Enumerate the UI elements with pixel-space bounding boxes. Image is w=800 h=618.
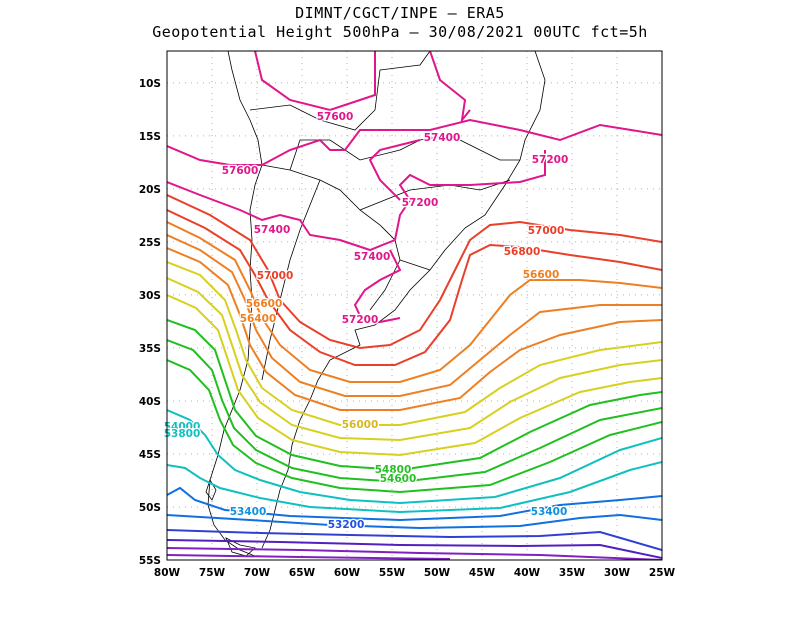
contour-label: 57600: [317, 111, 354, 123]
contour-label: 57000: [528, 225, 565, 237]
contour-labels: 57600 57600 57400 57200 57200 57400 57400 57200…: [162, 110, 569, 533]
border-line: [261, 179, 321, 381]
contour-line: [167, 221, 662, 383]
contour-line: [167, 513, 662, 530]
x-tick-label: 25W: [649, 567, 676, 579]
y-axis-ticks: 10S 15S 20S 25S 30S 35S 40S 45S 50S 55S: [139, 78, 161, 567]
contour-line: [167, 194, 662, 350]
contour-label: 57200: [402, 197, 439, 209]
y-tick-label: 35S: [139, 343, 161, 355]
title-line-1: DIMNT/CGCT/INPE – ERA5: [295, 4, 505, 22]
contour-line: [167, 150, 546, 252]
contour-line: [167, 554, 451, 560]
contour-label: 56800: [504, 246, 541, 258]
y-tick-label: 45S: [139, 449, 161, 461]
border-line: [249, 51, 431, 131]
x-tick-label: 50W: [424, 567, 451, 579]
contour-line: [254, 51, 376, 112]
contour-line: [167, 294, 662, 457]
contour-line: [167, 209, 662, 366]
contour-line: [167, 234, 662, 397]
contour-line: [167, 118, 662, 166]
x-tick-label: 60W: [334, 567, 361, 579]
contour-lines: [167, 51, 662, 560]
y-tick-label: 10S: [139, 78, 161, 90]
border-line: [399, 259, 431, 271]
contour-label: 57000: [257, 270, 294, 282]
x-tick-label: 75W: [199, 567, 226, 579]
contour-label: 57200: [342, 314, 379, 326]
contour-line: [167, 261, 662, 426]
coastlines: [205, 51, 546, 557]
contour-label: 57400: [254, 224, 291, 236]
island: [205, 479, 217, 501]
contour-label: 57400: [354, 251, 391, 263]
contour-line: [167, 486, 662, 522]
y-tick-label: 30S: [139, 290, 161, 302]
x-tick-label: 65W: [289, 567, 316, 579]
contour-label: 57600: [222, 165, 259, 177]
contour-label: 56400: [240, 313, 277, 325]
contour-label: 53800: [164, 428, 201, 440]
y-tick-label: 50S: [139, 502, 161, 514]
x-axis-ticks: 80W 75W 70W 65W 60W 55W 50W 45W 40W 35W 30W 25W: [154, 567, 676, 579]
contour-line: [429, 51, 471, 124]
contour-label: 56600: [246, 298, 283, 310]
x-tick-label: 45W: [469, 567, 496, 579]
contour-label: 53200: [328, 519, 365, 531]
contour-label: 57400: [424, 132, 461, 144]
contour-line: [167, 409, 662, 505]
contour-label: 54800: [375, 464, 412, 476]
contour-line: [167, 539, 662, 559]
x-tick-label: 30W: [604, 567, 631, 579]
contour-line: [167, 247, 662, 411]
contour-label: 54600: [380, 473, 417, 485]
pacific-coastline: [207, 51, 263, 557]
x-tick-label: 35W: [559, 567, 586, 579]
title-block: DIMNT/CGCT/INPE – ERA5 Geopotential Heig…: [0, 4, 800, 42]
y-tick-label: 25S: [139, 237, 161, 249]
contour-line: [167, 339, 662, 484]
border-line: [261, 164, 401, 311]
contour-line: [167, 359, 662, 494]
y-tick-label: 15S: [139, 131, 161, 143]
contour-label: 57200: [532, 154, 569, 166]
contour-line: [167, 319, 662, 472]
contour-label: 56000: [342, 419, 379, 431]
contour-label: 53400: [230, 506, 267, 518]
contour-line: [167, 529, 662, 551]
x-tick-label: 55W: [379, 567, 406, 579]
contour-label: 56600: [523, 269, 560, 281]
contour-line: [353, 249, 402, 324]
x-tick-label: 40W: [514, 567, 541, 579]
contour-label: 53400: [531, 506, 568, 518]
title-line-2: Geopotential Height 500hPa – 30/08/2021 …: [152, 23, 648, 41]
contour-line: [167, 277, 662, 442]
x-tick-label: 70W: [244, 567, 271, 579]
contour-line: [167, 547, 662, 560]
contour-line: [368, 139, 421, 201]
y-tick-label: 40S: [139, 396, 161, 408]
y-tick-label: 55S: [139, 555, 161, 567]
contour-label: 54000: [164, 421, 201, 433]
border-line: [449, 134, 520, 161]
x-tick-label: 80W: [154, 567, 181, 579]
map-frame: [166, 50, 663, 561]
y-tick-label: 20S: [139, 184, 161, 196]
contour-line: [167, 461, 662, 514]
